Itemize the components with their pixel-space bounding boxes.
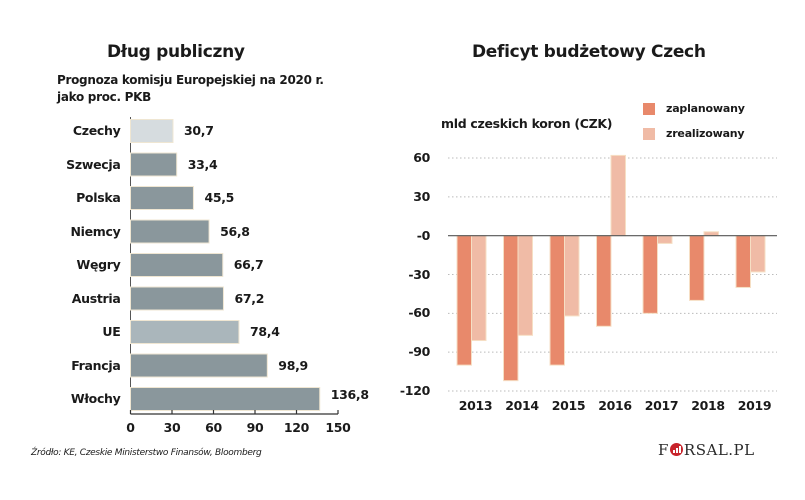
category-label: Francja [71,357,121,373]
value-label: 30,7 [183,123,214,138]
category-label: Polska [76,190,121,205]
category-label: Niemcy [70,223,121,239]
category-label: Austria [71,290,121,306]
category-label: UE [102,324,121,339]
bar-ue [130,320,240,344]
bar-austria [130,286,224,311]
x-tick-label: 2019 [737,398,772,413]
x-tick-label: 120 [283,420,310,435]
y-tick-label: -60 [408,305,430,321]
logo-o-icon [669,443,683,456]
bar-2015-realized [564,235,580,317]
category-label: Szwecja [66,156,121,172]
bar-2018-planned [689,235,705,301]
bar-czechy [130,119,174,143]
value-label: 56,8 [220,223,250,239]
category-label: Węgry [76,257,121,272]
bar-polska [130,186,194,210]
y-tick-label: 60 [413,150,430,165]
x-tick-label: 2013 [458,398,493,413]
x-tick-label: 60 [205,420,222,435]
bar-węgry [130,253,224,277]
x-tick-label: 150 [325,420,351,435]
x-tick-label: 90 [246,420,264,435]
legend-label-realized: zrealizowany [666,127,745,140]
debt-chart-subtitle-line2: jako proc. PKB [57,90,151,104]
bar-2017-planned [642,235,658,314]
source-note: Źródło: KE, Czeskie Ministerstwo Finansó… [31,448,262,458]
value-label: 66,7 [233,257,264,272]
value-label: 136,8 [330,387,369,402]
category-label: Włochy [70,391,121,406]
debt-chart-title: Dług publiczny [107,42,245,62]
x-tick-label: 2017 [644,398,679,413]
logo-text-f: F [658,441,669,459]
deficit-chart-ylabel: mld czeskich koron (CZK) [441,116,613,131]
bar-włochy [130,387,321,411]
bar-2016-realized [610,154,626,237]
forsal-logo: F RSAL.PL [658,441,755,459]
bar-2014-realized [517,235,533,336]
legend-swatch-planned [643,103,655,115]
bar-2017-realized [657,235,673,244]
x-tick-label: 2018 [691,398,725,413]
logo-text-rest: RSAL.PL [683,441,755,459]
value-label: 33,4 [187,156,218,172]
bar-2015-planned [549,235,565,366]
bar-2013-planned [456,235,472,366]
bar-francja [130,353,268,378]
legend-label-planned: zaplanowany [666,102,745,115]
y-tick-label: -120 [399,383,430,398]
category-label: Czechy [72,123,121,138]
bar-2014-planned [503,235,519,382]
x-tick-label: 2016 [598,398,632,413]
x-tick-label: 2015 [551,398,586,413]
y-tick-label: -0 [416,227,431,243]
bar-2016-planned [596,235,612,327]
debt-chart-subtitle-line1: Prognoza komisju Europejskiej na 2020 r. [57,73,324,87]
y-tick-label: -30 [408,266,430,282]
value-label: 67,2 [234,290,265,306]
x-tick-label: 0 [126,420,135,435]
bar-niemcy [130,219,210,244]
bar-szwecja [130,152,178,177]
x-tick-label: 2014 [505,398,539,413]
bar-2013-realized [471,235,487,342]
y-tick-label: -90 [408,344,430,360]
legend-swatch-realized [643,128,655,140]
value-label: 78,4 [249,324,280,339]
bar-2019-realized [750,235,766,273]
x-tick-label: 30 [163,420,181,435]
value-label: 98,9 [278,357,308,373]
y-tick-label: 30 [413,188,430,204]
value-label: 45,5 [204,190,235,205]
bar-2019-planned [735,235,751,288]
deficit-chart-title: Deficyt budżetowy Czech [472,42,706,62]
